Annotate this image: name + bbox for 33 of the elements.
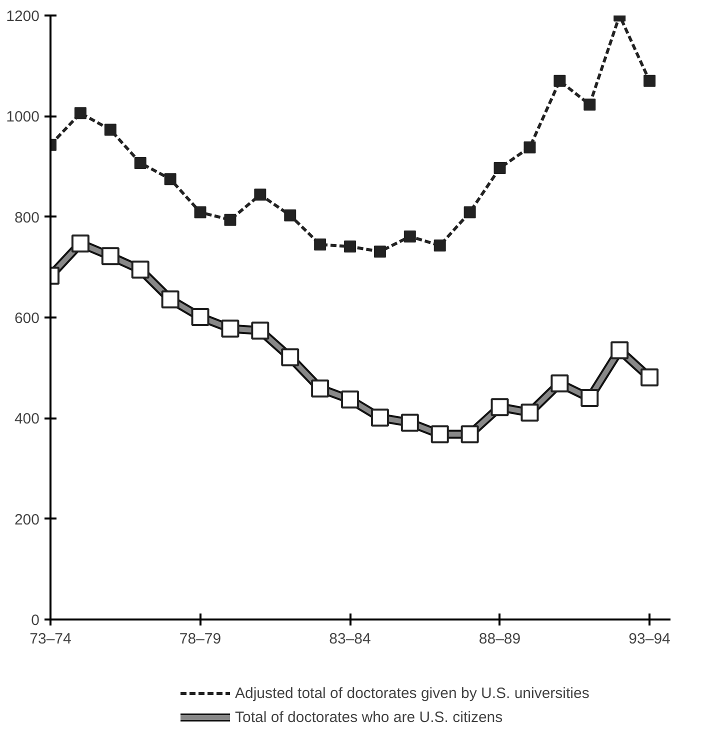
x-tick-label: 73–74 <box>30 630 72 648</box>
point <box>224 214 236 226</box>
point <box>134 156 146 169</box>
point <box>554 74 566 87</box>
point <box>464 206 476 218</box>
point <box>374 246 386 258</box>
y-tick-label: 1000 <box>6 108 40 126</box>
x-tick-label: 83–84 <box>329 630 371 648</box>
point <box>584 98 596 111</box>
y-tick-label: 600 <box>14 310 40 327</box>
point <box>284 209 296 222</box>
y-tick-label: 200 <box>14 511 40 528</box>
point <box>404 230 416 242</box>
point <box>494 162 506 174</box>
point <box>314 238 326 251</box>
point <box>254 188 266 201</box>
x-tick-label: 93–94 <box>628 630 670 648</box>
point <box>644 74 656 87</box>
point <box>344 240 356 253</box>
point <box>194 206 206 218</box>
point <box>74 107 86 120</box>
legend-label: Adjusted total of doctorates given by U.S. universities <box>235 684 590 702</box>
point <box>104 124 116 136</box>
point <box>164 173 176 186</box>
legend-label: Total of doctorates who are U.S. citizens <box>235 708 503 726</box>
y-tick-label: 400 <box>14 410 40 428</box>
x-tick-label: 88–89 <box>478 630 521 648</box>
point <box>434 240 446 252</box>
x-tick-label: 78–79 <box>179 630 222 648</box>
y-tick-label: 800 <box>14 209 40 226</box>
y-tick-label: 0 <box>31 612 40 629</box>
point <box>524 141 536 154</box>
y-tick-label: 1200 <box>6 8 40 25</box>
